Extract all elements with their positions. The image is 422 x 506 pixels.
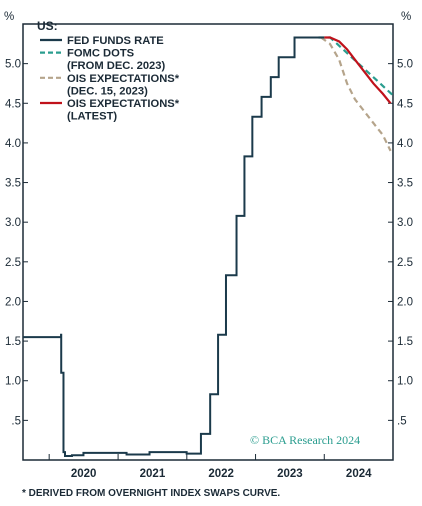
legend-title: US: xyxy=(37,19,58,33)
series-line-ois-expectations-latest xyxy=(324,36,392,104)
legend-label: (LATEST) xyxy=(67,111,117,123)
left-unit-label: % xyxy=(4,11,14,23)
y-tick-label-left: 4.0 xyxy=(5,138,21,150)
y-tick-label-left: .5 xyxy=(11,415,21,427)
y-tick-label-left: 3.0 xyxy=(5,217,21,229)
x-tick-label: 2020 xyxy=(71,468,97,480)
x-tick-label: 2021 xyxy=(140,468,166,480)
y-axis: .5 .5 1.0 1.0 1.5 1.5 2.0 2.0 2.5 2.5 3.0 3.0 3.5 3.5… xyxy=(5,59,413,428)
series-line-ois-expectations-dec-15-2023 xyxy=(320,36,392,152)
series-line-fed-funds-rate xyxy=(23,36,325,458)
footnote: * DERIVED FROM OVERNIGHT INDEX SWAPS CUR… xyxy=(22,488,280,499)
right-unit-label: % xyxy=(401,11,411,23)
x-tick-label: 2024 xyxy=(346,468,372,480)
y-tick-label-left: 5.0 xyxy=(5,59,21,71)
credit-text: © BCA Research 2024 xyxy=(250,433,360,447)
legend-label: FED FUNDS RATE xyxy=(67,35,164,47)
x-axis: 2020 2021 2022 2023 2024 xyxy=(48,454,394,480)
legend-label: OIS EXPECTATIONS* xyxy=(67,73,180,85)
y-tick-label-right: 3.5 xyxy=(397,178,413,190)
y-tick-label-right: 4.0 xyxy=(397,138,413,150)
legend-label: (DEC. 15, 2023) xyxy=(67,85,148,97)
series-line-fomc-dots-from-dec-2023 xyxy=(318,36,394,97)
series-layer xyxy=(23,36,394,458)
y-tick-label-left: 1.0 xyxy=(5,376,21,388)
legend-label: FOMC DOTS xyxy=(67,48,135,60)
x-tick-label: 2022 xyxy=(208,468,234,480)
plot-frame xyxy=(22,23,394,461)
y-tick-label-left: 2.0 xyxy=(5,296,21,308)
y-tick-label-right: 1.0 xyxy=(397,376,413,388)
y-tick-label-left: 1.5 xyxy=(5,336,21,348)
y-tick-label-left: 2.5 xyxy=(5,257,21,269)
legend-label: (FROM DEC. 2023) xyxy=(67,60,165,72)
legend-label: OIS EXPECTATIONS* xyxy=(67,98,180,110)
y-tick-label-right: 5.0 xyxy=(397,59,413,71)
y-tick-label-right: 2.5 xyxy=(397,257,413,269)
x-tick-label: 2023 xyxy=(277,468,303,480)
y-tick-label-right: 1.5 xyxy=(397,336,413,348)
y-tick-label-right: .5 xyxy=(397,415,407,427)
y-tick-label-left: 4.5 xyxy=(5,98,21,110)
y-tick-label-right: 4.5 xyxy=(397,98,413,110)
y-tick-label-right: 3.0 xyxy=(397,217,413,229)
y-tick-label-left: 3.5 xyxy=(5,178,21,190)
y-tick-label-right: 2.0 xyxy=(397,296,413,308)
